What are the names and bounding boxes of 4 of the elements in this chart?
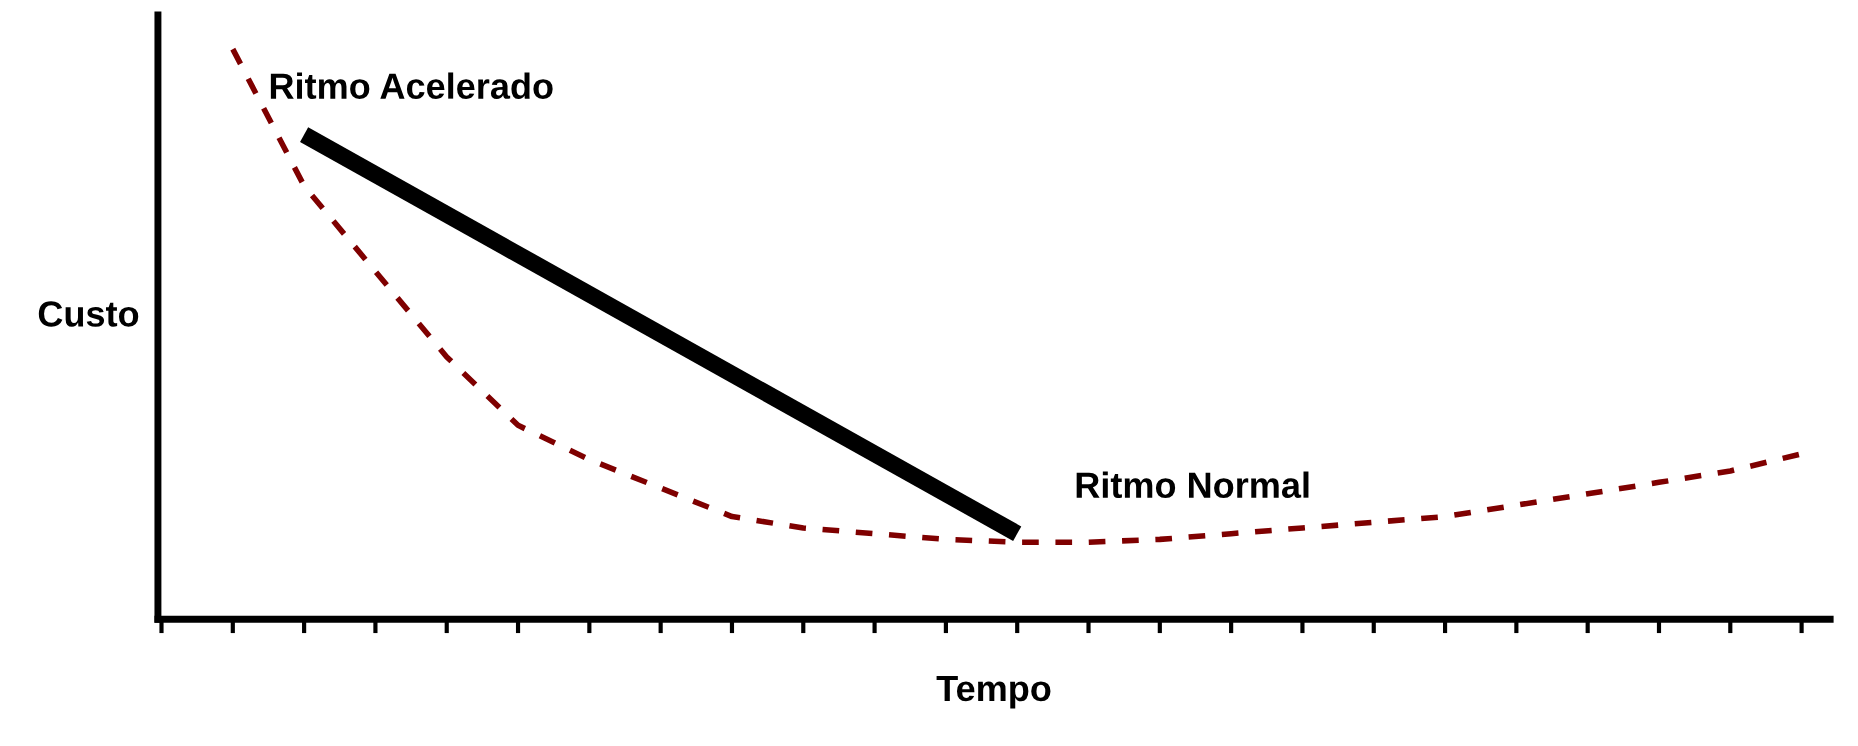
y-axis-title: Custo xyxy=(38,301,139,327)
x-axis-title: Tempo xyxy=(936,676,1051,709)
annotation: Ritmo Acelerado xyxy=(270,72,553,99)
annotation: Ritmo Normal xyxy=(1076,471,1309,499)
